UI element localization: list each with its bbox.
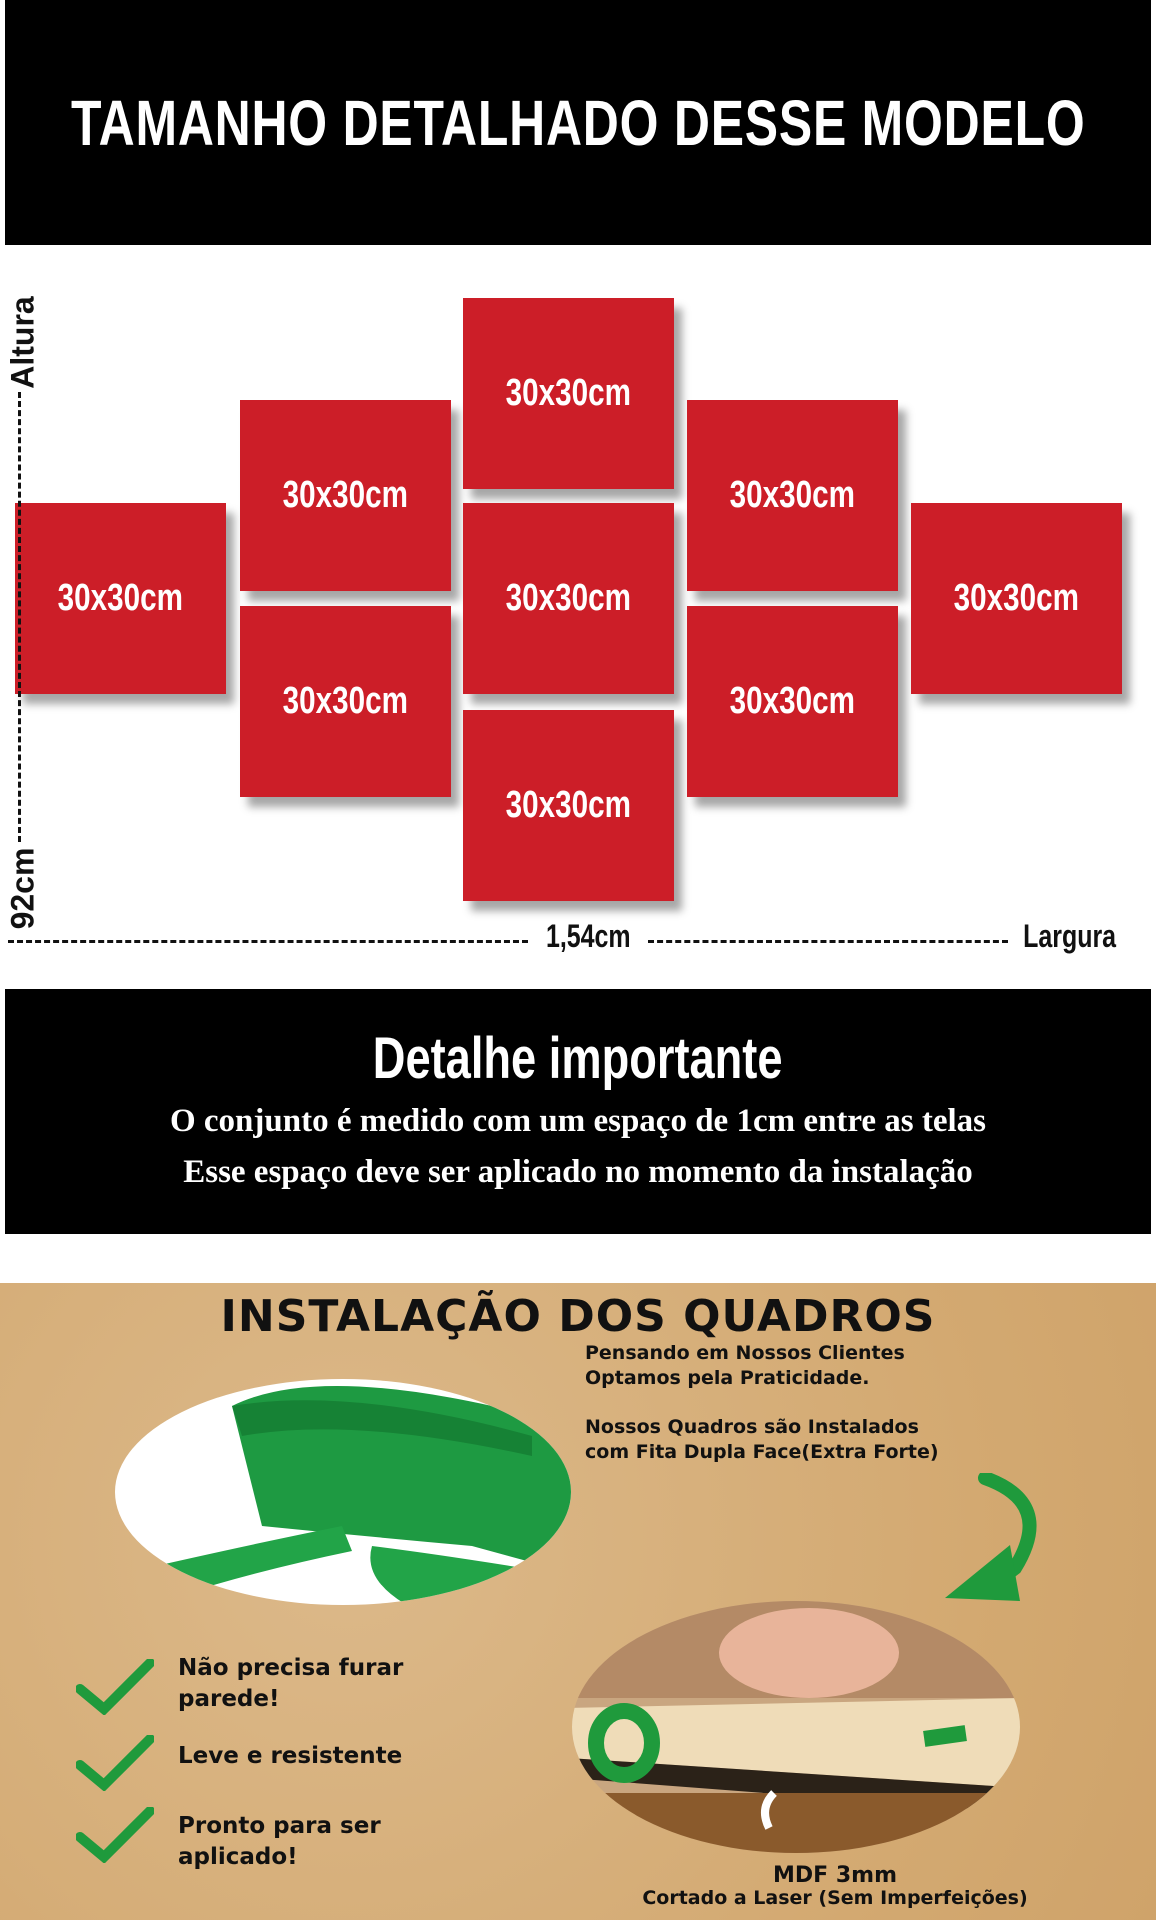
curved-arrow-icon (945, 1473, 1037, 1601)
benefit-item: Não precisa furar parede! (178, 1655, 404, 1712)
panel-label: 30x30cm (729, 474, 856, 516)
width-dashed-line (8, 940, 528, 943)
panel: 30x30cm (687, 606, 898, 797)
benefit-item: Leve e resistente (178, 1743, 403, 1769)
panel: 30x30cm (687, 400, 898, 591)
height-dashed-line (18, 392, 21, 842)
tape-text: Nossos Quadros são Instalados com Fita Du… (585, 1416, 939, 1463)
panel: 30x30cm (463, 298, 674, 489)
panel-label: 30x30cm (282, 474, 409, 516)
width-value: 1,54cm (545, 918, 631, 954)
width-dashed-line (648, 940, 1008, 943)
notice-line: Esse espaço deve ser aplicado no momento… (183, 1154, 973, 1190)
notice-line: O conjunto é medido com um espaço de 1cm… (169, 1103, 987, 1139)
installation-section: INSTALAÇÃO DOS QUADROS Pensando em Nosso… (0, 1283, 1156, 1920)
panel-label: 30x30cm (282, 680, 409, 722)
panel-label: 30x30cm (505, 577, 632, 619)
tape-roll-image (115, 1379, 571, 1605)
panel: 30x30cm (911, 503, 1122, 694)
height-value: 92cm (4, 847, 41, 930)
check-icon (76, 1807, 154, 1863)
panel-label: 30x30cm (57, 577, 184, 619)
notice-title: Detalhe importante (373, 1026, 783, 1091)
panel: 30x30cm (463, 710, 674, 901)
panel-label: 30x30cm (953, 577, 1080, 619)
width-label: Largura (1023, 918, 1117, 954)
notice-box: Detalhe importante O conjunto é medido c… (5, 989, 1151, 1234)
panel-label: 30x30cm (729, 680, 856, 722)
panel: 30x30cm (240, 606, 451, 797)
panel: 30x30cm (463, 503, 674, 694)
check-icon (76, 1735, 154, 1791)
header-title: TAMANHO DETALHADO DESSE MODELO (70, 86, 1086, 159)
intro-text: Pensando em Nossos Clientes Optamos pela … (585, 1342, 905, 1389)
panel: 30x30cm (15, 503, 226, 694)
installation-title: INSTALAÇÃO DOS QUADROS (220, 1291, 936, 1342)
benefit-item: Pronto para ser aplicado! (178, 1813, 381, 1870)
panel: 30x30cm (240, 400, 451, 591)
mdf-label: MDF 3mm (773, 1863, 897, 1888)
panel-label: 30x30cm (505, 784, 632, 826)
check-icon (76, 1659, 154, 1715)
height-label: Altura (4, 296, 41, 389)
laser-label: Cortado a Laser (Sem Imperfeições) (642, 1887, 1028, 1909)
mounting-photo (572, 1601, 1020, 1853)
header-banner: TAMANHO DETALHADO DESSE MODELO (5, 0, 1151, 245)
panel-label: 30x30cm (505, 372, 632, 414)
